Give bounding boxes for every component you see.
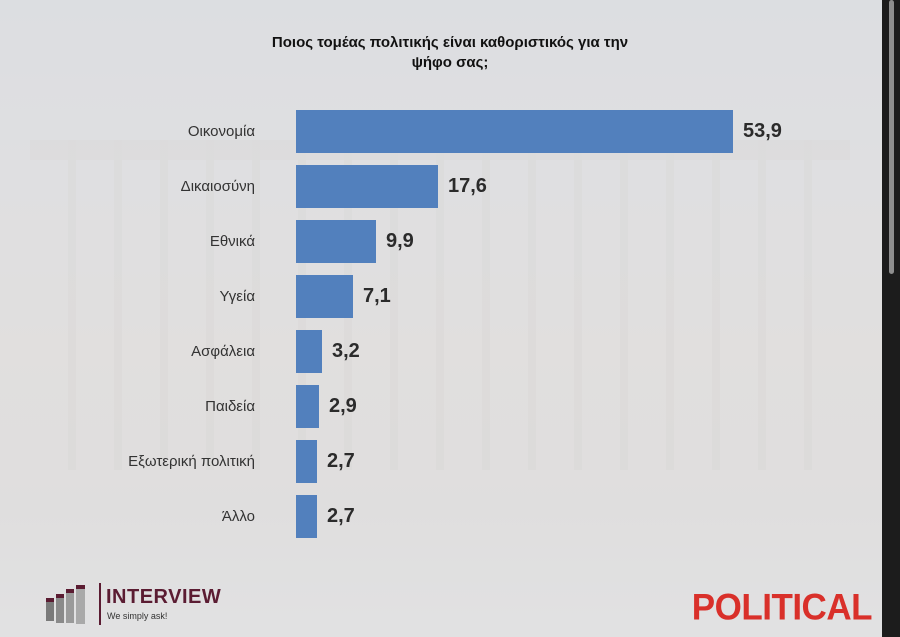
category-label: Οικονομία xyxy=(187,123,255,140)
bar-row: Εξωτερική πολιτική 2,7 xyxy=(0,440,860,483)
bar-stack-logo-icon xyxy=(46,585,85,624)
bar xyxy=(296,385,319,428)
value-label: 9,9 xyxy=(386,230,414,252)
value-label: 7,1 xyxy=(363,285,391,307)
category-label: Εξωτερική πολιτική xyxy=(128,453,255,470)
category-label: Εθνικά xyxy=(209,233,255,250)
scrollbar-thumb[interactable] xyxy=(889,0,894,274)
value-label: 2,7 xyxy=(327,450,355,472)
bar xyxy=(296,440,317,483)
bar-row: Δικαιοσύνη 17,6 xyxy=(0,165,860,208)
interview-logo: INTERVIEW We simply ask! xyxy=(44,580,244,630)
value-label: 53,9 xyxy=(743,120,782,142)
value-label: 2,7 xyxy=(327,505,355,527)
bar xyxy=(296,330,322,373)
chart-title-line-1: Ποιος τομέας πολιτικής είναι καθοριστικό… xyxy=(271,34,629,51)
category-label: Άλλο xyxy=(221,508,255,525)
bar xyxy=(296,110,733,153)
category-label: Υγεία xyxy=(219,288,255,305)
bar xyxy=(296,495,317,538)
category-label: Ασφάλεια xyxy=(191,343,255,360)
interview-logo-text: INTERVIEW xyxy=(106,586,222,608)
bar xyxy=(296,165,438,208)
political-logo: POLITICAL xyxy=(691,587,873,628)
chart-title: Ποιος τομέας πολιτικής είναι καθοριστικό… xyxy=(180,33,720,73)
logo-divider xyxy=(99,583,101,625)
value-label: 3,2 xyxy=(332,340,360,362)
bar-row: Άλλο 2,7 xyxy=(0,495,860,538)
category-label: Παιδεία xyxy=(205,398,255,415)
bar xyxy=(296,220,376,263)
bar xyxy=(296,275,353,318)
chart-title-line-2: ψήφο σας; xyxy=(411,54,489,71)
bar-row: Παιδεία 2,9 xyxy=(0,385,860,428)
vertical-scrollbar[interactable] xyxy=(882,0,900,637)
bar-row: Οικονομία 53,9 xyxy=(0,110,860,153)
interview-tagline: We simply ask! xyxy=(107,611,168,621)
bar-row: Υγεία 7,1 xyxy=(0,275,860,318)
category-label: Δικαιοσύνη xyxy=(180,178,255,195)
value-label: 2,9 xyxy=(329,395,357,417)
value-label: 17,6 xyxy=(448,175,487,197)
bar-row: Ασφάλεια 3,2 xyxy=(0,330,860,373)
bar-row: Εθνικά 9,9 xyxy=(0,220,860,263)
